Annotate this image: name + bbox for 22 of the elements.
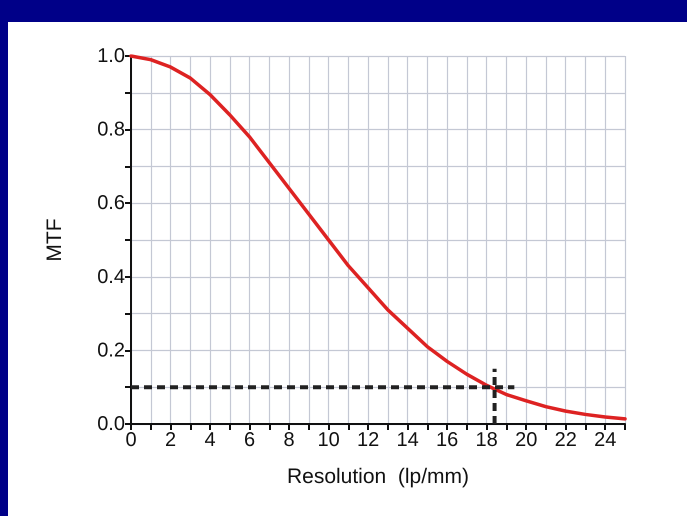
x-tick-label: 24 bbox=[594, 429, 616, 451]
line-series bbox=[129, 54, 627, 421]
y-tick-label: 0.8 bbox=[97, 118, 125, 141]
x-tick-label: 2 bbox=[164, 429, 176, 451]
x-tick-label: 0 bbox=[125, 429, 137, 451]
x-axis-title: Resolution (lp/mm) bbox=[286, 465, 470, 488]
y-tick-label: 0.0 bbox=[97, 413, 125, 435]
y-tick-label: 0.6 bbox=[97, 192, 125, 214]
x-tick-label: 20 bbox=[515, 429, 538, 451]
x-tick-label: 14 bbox=[396, 429, 419, 451]
x-tick-label: 6 bbox=[244, 429, 256, 451]
x-tick-label: 10 bbox=[317, 429, 340, 451]
y-tick-label: 1.0 bbox=[97, 45, 125, 67]
x-tick-label: 22 bbox=[554, 429, 577, 451]
x-tick-label: 16 bbox=[436, 429, 458, 451]
x-tick-label: 18 bbox=[476, 429, 498, 451]
x-tick-label: 12 bbox=[356, 429, 380, 451]
y-tick-label: 0.2 bbox=[97, 339, 125, 362]
x-tick-label: 8 bbox=[284, 429, 295, 451]
y-axis-title: MTF bbox=[43, 218, 66, 262]
y-tick-label: 0.4 bbox=[97, 266, 125, 288]
x-tick-label: 4 bbox=[204, 429, 216, 451]
